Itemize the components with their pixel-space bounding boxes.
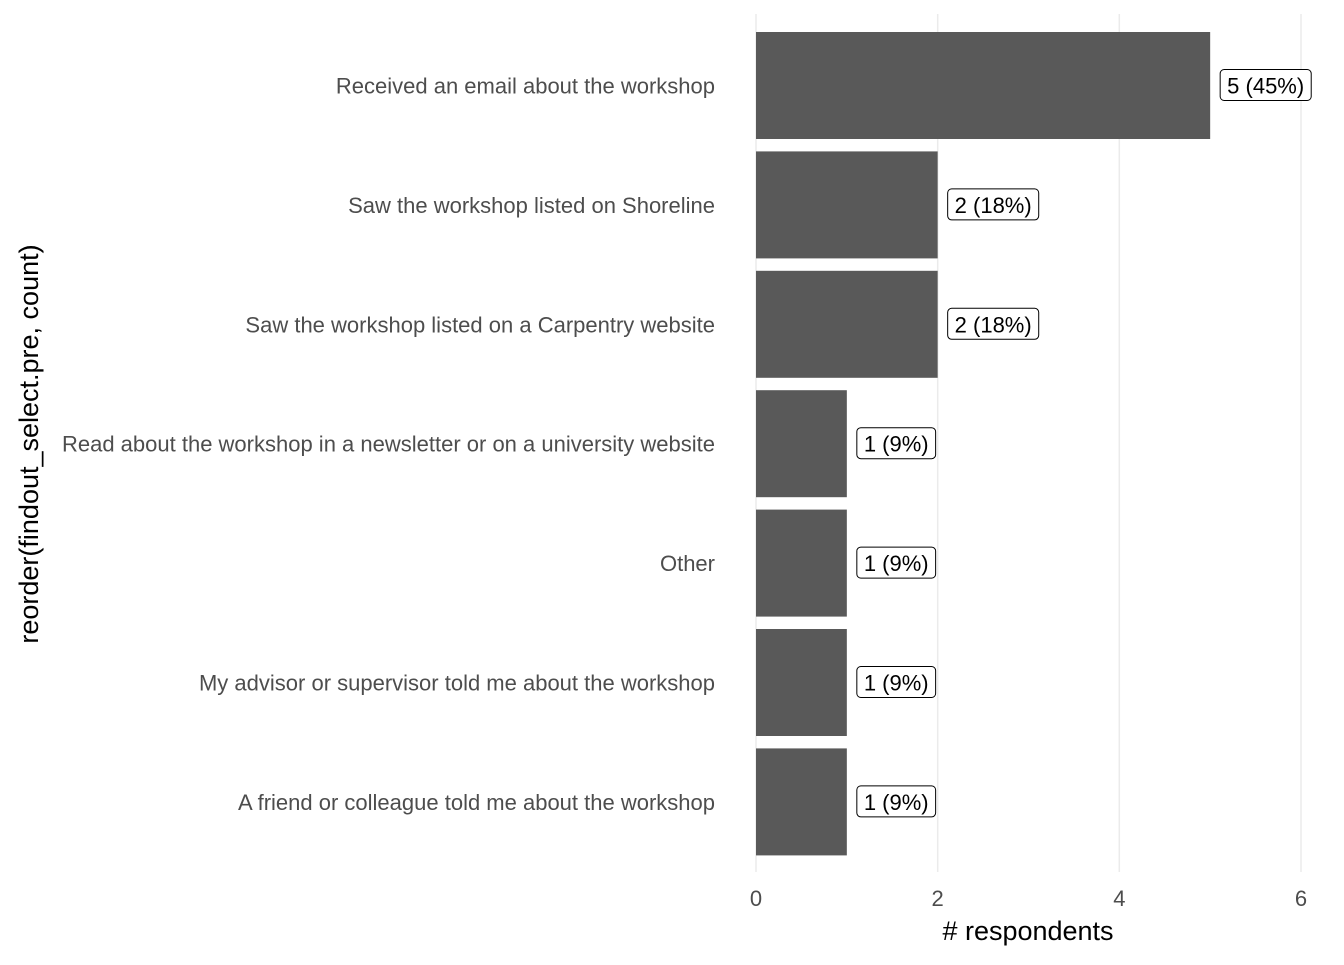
data-label-box xyxy=(856,785,937,818)
category-label: Read about the workshop in a newsletter … xyxy=(62,432,715,457)
category-label: Saw the workshop listed on Shoreline xyxy=(348,193,715,218)
data-labels: 5 (45%) 2 (18%) 2 (18%) 1 (9%) 1 (9%) 1 (9%) 1… xyxy=(856,69,1312,818)
data-label-box xyxy=(856,427,937,460)
data-label-box xyxy=(856,666,937,698)
category-label: Other xyxy=(660,551,715,576)
category-label: A friend or colleague told me about the … xyxy=(238,790,715,815)
data-label-text: 1 (9%) xyxy=(864,432,929,457)
data-label-text: 2 (18%) xyxy=(955,312,1032,337)
bar xyxy=(756,390,847,498)
x-tick-labels: 0 2 4 6 xyxy=(750,886,1307,911)
data-label: 1 (9%) xyxy=(856,427,937,460)
x-tick-label: 6 xyxy=(1295,886,1307,911)
x-tick-label: 4 xyxy=(1113,886,1125,911)
bar xyxy=(756,32,1211,139)
bar xyxy=(756,151,938,259)
bar xyxy=(756,270,938,378)
data-label-box xyxy=(1219,69,1312,101)
data-label: 5 (45%) xyxy=(1219,69,1312,101)
category-label: My advisor or supervisor told me about t… xyxy=(199,671,715,696)
data-label-text: 1 (9%) xyxy=(864,551,929,576)
bars xyxy=(756,32,1211,856)
category-label: Received an email about the workshop xyxy=(336,74,715,99)
bar xyxy=(756,748,847,856)
y-axis-title: reorder(findout_select.pre, count) xyxy=(14,244,44,643)
x-tick-label: 0 xyxy=(750,886,762,911)
bar xyxy=(756,509,847,617)
data-label-text: 2 (18%) xyxy=(955,193,1032,218)
data-label: 1 (9%) xyxy=(856,785,937,818)
data-label: 1 (9%) xyxy=(856,546,937,579)
category-labels: Received an email about the workshop Saw … xyxy=(62,74,715,815)
data-label: 2 (18%) xyxy=(947,188,1040,221)
x-axis-title: # respondents xyxy=(942,916,1113,946)
data-label-box xyxy=(947,307,1040,340)
data-label: 1 (9%) xyxy=(856,666,937,698)
bar xyxy=(756,629,847,736)
data-label-box xyxy=(856,546,937,579)
data-label-text: 1 (9%) xyxy=(864,671,929,696)
x-tick-label: 2 xyxy=(932,886,944,911)
data-label-text: 5 (45%) xyxy=(1227,74,1304,99)
data-label-text: 1 (9%) xyxy=(864,790,929,815)
data-label: 2 (18%) xyxy=(947,307,1040,340)
data-label-box xyxy=(947,188,1040,221)
category-label: Saw the workshop listed on a Carpentry w… xyxy=(245,312,715,337)
